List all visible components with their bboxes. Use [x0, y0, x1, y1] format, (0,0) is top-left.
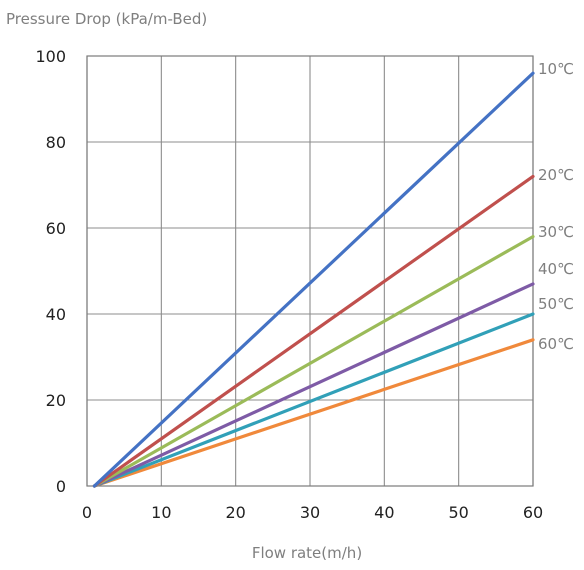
- series-lines: [92, 71, 535, 488]
- series-label: 30℃: [538, 223, 574, 241]
- series-label: 20℃: [538, 166, 574, 184]
- series-line-2: [92, 235, 535, 488]
- x-tick-label: 10: [151, 503, 171, 522]
- series-line-1: [92, 174, 535, 488]
- series-line-4: [92, 312, 535, 488]
- y-tick-label: 0: [56, 477, 66, 496]
- plot-frame: [86, 55, 534, 487]
- x-axis-title: Flow rate(m/h): [252, 544, 362, 562]
- y-tick-label: 40: [46, 305, 66, 324]
- grid: [86, 55, 534, 487]
- series-labels: 10℃ 20℃ 30℃ 40℃ 50℃ 60℃: [538, 60, 574, 353]
- x-tick-labels: 0 10 20 30 40 50 60: [82, 503, 543, 522]
- y-tick-label: 60: [46, 219, 66, 238]
- y-axis-title: Pressure Drop (kPa/m-Bed): [6, 10, 207, 28]
- x-tick-label: 30: [300, 503, 320, 522]
- series-label: 40℃: [538, 260, 574, 278]
- series-label: 60℃: [538, 335, 574, 353]
- series-line-3: [92, 282, 535, 488]
- series-line-5: [92, 338, 535, 488]
- x-tick-label: 0: [82, 503, 92, 522]
- x-tick-label: 50: [448, 503, 468, 522]
- y-tick-label: 100: [35, 47, 66, 66]
- y-tick-labels: 100 80 60 40 20 0: [35, 47, 66, 496]
- x-tick-label: 60: [523, 503, 543, 522]
- x-tick-label: 40: [374, 503, 394, 522]
- x-tick-label: 20: [225, 503, 245, 522]
- series-line-0: [92, 71, 535, 488]
- series-label: 10℃: [538, 60, 574, 78]
- y-tick-label: 80: [46, 133, 66, 152]
- y-tick-label: 20: [46, 391, 66, 410]
- series-label: 50℃: [538, 295, 574, 313]
